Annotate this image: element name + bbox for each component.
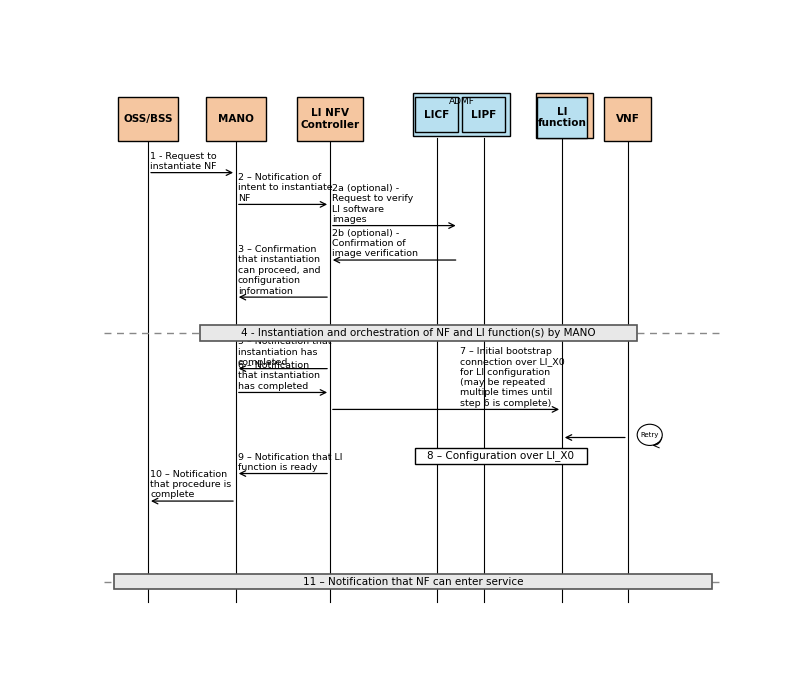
FancyBboxPatch shape (414, 448, 587, 464)
FancyBboxPatch shape (297, 98, 363, 141)
Text: 11 – Notification that NF can enter service: 11 – Notification that NF can enter serv… (303, 577, 523, 587)
Text: 8 – Configuration over LI_X0: 8 – Configuration over LI_X0 (427, 451, 574, 462)
FancyBboxPatch shape (413, 93, 510, 136)
FancyBboxPatch shape (462, 98, 505, 132)
Text: 1 - Request to
instantiate NF: 1 - Request to instantiate NF (150, 151, 217, 171)
Text: LICF: LICF (424, 109, 449, 120)
Text: 10 – Notification
that procedure is
complete: 10 – Notification that procedure is comp… (150, 470, 231, 499)
Text: 2a (optional) -
Request to verify
LI software
images: 2a (optional) - Request to verify LI sof… (332, 184, 413, 224)
Text: OSS/BSS: OSS/BSS (124, 114, 173, 124)
Text: 3 – Confirmation
that instantiation
can proceed, and
configuration
information: 3 – Confirmation that instantiation can … (238, 245, 320, 296)
Text: 4 - Instantiation and orchestration of NF and LI function(s) by MANO: 4 - Instantiation and orchestration of N… (241, 328, 596, 338)
Text: Retry: Retry (641, 432, 659, 438)
Text: LI NFV
Controller: LI NFV Controller (300, 108, 359, 130)
FancyBboxPatch shape (200, 325, 637, 341)
Text: LIPF: LIPF (471, 109, 496, 120)
Text: 6 – Notification
that instantiation
has completed: 6 – Notification that instantiation has … (238, 361, 320, 391)
Text: 2 – Notification of
intent to instantiate
NF: 2 – Notification of intent to instantiat… (238, 173, 332, 203)
Text: 5 – Notification that
instantiation has
completed: 5 – Notification that instantiation has … (238, 337, 332, 367)
Text: MANO: MANO (218, 114, 254, 124)
Text: LI
function: LI function (537, 107, 587, 129)
FancyBboxPatch shape (604, 98, 651, 141)
Text: 2b (optional) -
Confirmation of
image verification: 2b (optional) - Confirmation of image ve… (332, 228, 418, 259)
Text: VNF: VNF (616, 114, 640, 124)
FancyBboxPatch shape (118, 98, 178, 141)
Text: ADMF: ADMF (449, 98, 475, 107)
FancyBboxPatch shape (537, 98, 587, 138)
FancyBboxPatch shape (113, 574, 713, 589)
FancyBboxPatch shape (206, 98, 265, 141)
Text: 7 – Initial bootstrap
connection over LI_X0
for LI configuration
(may be repeate: 7 – Initial bootstrap connection over LI… (460, 347, 565, 408)
Text: 9 – Notification that LI
function is ready: 9 – Notification that LI function is rea… (238, 453, 342, 472)
Circle shape (637, 424, 663, 445)
FancyBboxPatch shape (536, 93, 593, 138)
FancyBboxPatch shape (415, 98, 458, 132)
